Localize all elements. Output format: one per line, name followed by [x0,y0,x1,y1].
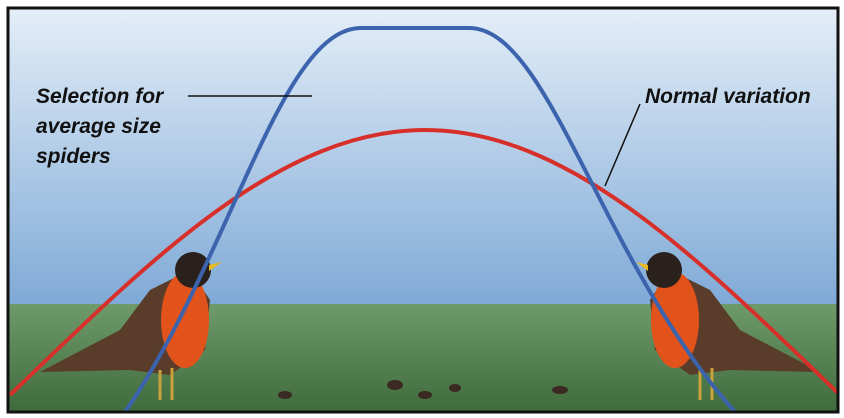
label: average size [36,115,161,138]
sky [8,8,838,308]
scene: Selection for average size spiders Norma… [8,8,840,414]
label: spiders [36,145,111,168]
page: Selection for average size spiders Norma… [0,0,844,418]
label: Selection for [36,85,165,108]
diagram: Selection for average size spiders Norma… [0,0,844,418]
label: Normal variation [645,85,811,108]
